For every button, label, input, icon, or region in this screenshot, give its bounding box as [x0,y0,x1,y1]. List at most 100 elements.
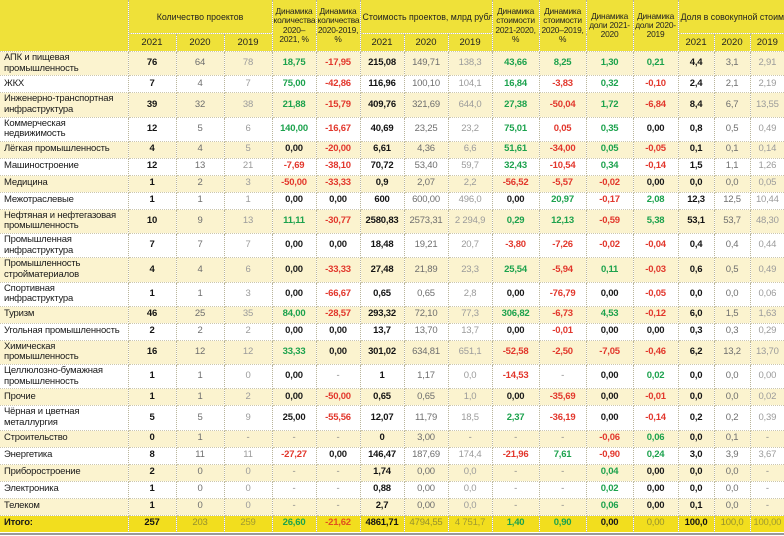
cell-dyn-cost-2021-2020: 25,54 [492,257,540,283]
cell-count-2020: 4 [176,141,225,159]
cell-dyn-count-2020-2021: -7,69 [272,158,317,176]
cell-share-2021: 0,8 [678,117,715,142]
cell-count-2020: 203 [176,515,225,532]
cell-dyn-count-2020-2021: 75,00 [272,75,317,94]
cell-share-2019: 0,00 [750,364,784,390]
cell-dyn-count-2020-2019: -21,62 [316,515,361,532]
cell-cost-2021: 116,96 [360,75,405,94]
cell-count-2021: 76 [128,51,177,77]
cell-count-2021: 2 [128,323,177,341]
cell-dyn-cost-2021-2020: 16,84 [492,75,540,94]
cell-dyn-share-2021-2020: -7,05 [586,340,634,366]
cell-share-2021: 0,1 [678,141,715,159]
cell-cost-2020: 0,00 [404,481,449,499]
cell-count-2021: 12 [128,158,177,176]
industry-label: ЖКХ [0,75,129,94]
cell-cost-2020: 2573,31 [404,209,449,235]
cell-dyn-share-2020-2019: -0,04 [633,233,679,259]
cell-dyn-share-2020-2019: 0,00 [633,498,679,516]
cell-count-2019: 78 [224,51,273,77]
cell-count-2019: 1 [224,192,273,210]
cell-dyn-cost-2021-2020: 32,43 [492,158,540,176]
cell-count-2019: 6 [224,257,273,283]
cell-share-2020: 6,7 [714,92,751,118]
table-row-total: Итого: 257 203 259 26,60 -21,62 4861,71 4794,55… [0,515,784,532]
cell-share-2021: 0,0 [678,282,715,307]
cell-dyn-share-2021-2020: 0,02 [586,481,634,499]
cell-cost-2021: 1 [360,364,405,390]
cell-dyn-cost-2020-2019: -5,57 [539,175,587,193]
cell-dyn-cost-2021-2020: 51,61 [492,141,540,159]
cell-share-2019: 13,70 [750,340,784,366]
cell-share-2021: 8,4 [678,92,715,118]
cell-count-2021: 1 [128,282,177,307]
cell-dyn-share-2020-2019: -0,14 [633,405,679,431]
cell-cost-2021: 600 [360,192,405,210]
cell-cost-2021: 2,7 [360,498,405,516]
cell-cost-2020: 149,71 [404,51,449,77]
cell-share-2019: - [750,464,784,482]
cell-share-2020: 0,0 [714,364,751,390]
cell-share-2021: 4,4 [678,51,715,77]
cell-dyn-count-2020-2019: -42,86 [316,75,361,94]
cell-dyn-count-2020-2021: 0,00 [272,364,317,390]
cell-share-2021: 0,6 [678,257,715,283]
table-header: Количество проектов Динамика количества 2… [0,0,784,52]
cell-dyn-share-2021-2020: 0,05 [586,141,634,159]
cell-dyn-share-2020-2019: 0,00 [633,515,679,532]
cell-dyn-count-2020-2021: - [272,430,317,448]
cell-dyn-share-2021-2020: 0,00 [586,405,634,431]
cell-share-2020: 0,3 [714,323,751,341]
cell-dyn-count-2020-2021: 11,11 [272,209,317,235]
cell-dyn-count-2020-2021: 140,00 [272,117,317,142]
column-header: Доля в совокупной стоимости, % [678,0,784,34]
cell-cost-2020: 600,00 [404,192,449,210]
industry-label: Инженерно-транспортная инфраструктура [0,92,129,118]
cell-count-2020: 11 [176,447,225,465]
cell-count-2021: 257 [128,515,177,532]
cell-dyn-cost-2021-2020: -14,53 [492,364,540,390]
cell-dyn-cost-2021-2020: 75,01 [492,117,540,142]
cell-dyn-count-2020-2019: -55,56 [316,405,361,431]
cell-cost-2021: 0,88 [360,481,405,499]
cell-count-2019: 38 [224,92,273,118]
cell-dyn-cost-2020-2019: - [539,364,587,390]
cell-dyn-cost-2020-2019: 8,25 [539,51,587,77]
cell-cost-2021: 27,48 [360,257,405,283]
cell-dyn-count-2020-2019: -20,00 [316,141,361,159]
cell-count-2021: 1 [128,388,177,407]
table-row: Инженерно-транспортная инфраструктура 39 3… [0,92,784,118]
cell-dyn-count-2020-2021: 21,88 [272,92,317,118]
cell-dyn-count-2020-2019: 0,00 [316,233,361,259]
cell-share-2020: 1,1 [714,158,751,176]
cell-dyn-count-2020-2021: - [272,498,317,516]
table-row: Нефтяная и нефтегазовая промышленность 10… [0,209,784,235]
cell-dyn-count-2020-2019: - [316,430,361,448]
column-header: Динамика стоимости 2021-2020, % [492,0,540,52]
cell-dyn-share-2020-2019: 0,00 [633,464,679,482]
cell-dyn-count-2020-2019: - [316,364,361,390]
cell-share-2021: 100,0 [678,515,715,532]
cell-count-2020: 5 [176,117,225,142]
cell-dyn-share-2021-2020: 0,04 [586,464,634,482]
cell-count-2021: 1 [128,498,177,516]
cell-dyn-cost-2021-2020: 1,40 [492,515,540,532]
cell-count-2021: 7 [128,233,177,259]
industry-label: Лёгкая промышленность [0,141,129,159]
cell-share-2021: 3,0 [678,447,715,465]
cell-cost-2020: 100,10 [404,75,449,94]
cell-dyn-share-2020-2019: 0,24 [633,447,679,465]
cell-count-2020: 1 [176,282,225,307]
cell-dyn-cost-2020-2019: -36,19 [539,405,587,431]
table-row: Медицина 1 2 3 -50,00 -33,33 0,9 2,07 2,2 -56,52-… [0,175,784,193]
table-row: Машиностроение 12 13 21 -7,69 -38,10 70,72 53,4… [0,158,784,176]
year-header: 2019 [224,33,273,52]
cell-dyn-count-2020-2021: 0,00 [272,192,317,210]
corner-cell [0,0,129,52]
year-header: 2020 [176,33,225,52]
cell-count-2020: 7 [176,233,225,259]
cell-count-2019: 6 [224,117,273,142]
cell-cost-2019: 0,0 [448,481,493,499]
cell-dyn-count-2020-2019: -50,00 [316,388,361,407]
